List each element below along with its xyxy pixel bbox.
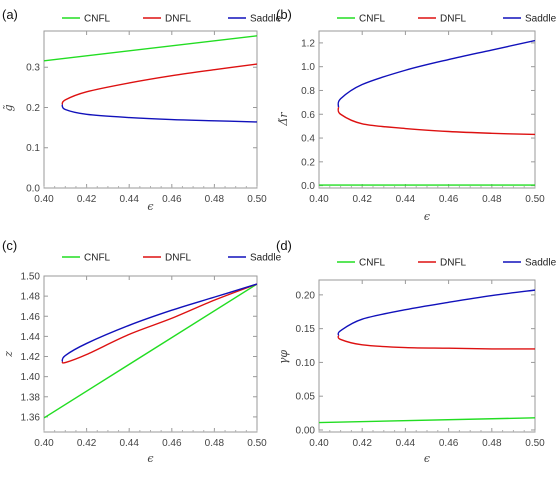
y-tick-label: 1.48 (21, 292, 41, 303)
series-line-dnfl (337, 106, 535, 136)
legend-label-cnfl: CNFL (359, 14, 386, 25)
chart-panel-2: 0.40 0.42 0.44 0.46 0.48 0.50 0.0 0.2 0.4 0.6 0.8 1… (276, 7, 557, 223)
x-tick-label: 0.50 (247, 194, 267, 205)
x-axis-label: ϵ (424, 210, 430, 223)
y-axis-label: γφ (277, 350, 290, 365)
y-tick-label: 1.0 (301, 62, 315, 73)
y-tick-label: 0.0 (301, 181, 315, 192)
series-line-saddle (337, 289, 535, 336)
x-tick-label: 0.44 (396, 438, 416, 449)
x-tick-label: 0.48 (482, 438, 502, 449)
legend-label-dnfl: DNFL (440, 258, 467, 269)
x-tick-label: 0.50 (525, 194, 545, 205)
series-line-cnfl (44, 35, 257, 62)
y-axis-label: z (2, 351, 15, 358)
y-tick-label: 1.44 (21, 332, 41, 343)
x-axis-label: ϵ (424, 452, 430, 465)
legend: CNFL DNFL Saddle (337, 258, 557, 269)
y-axis-label: Δ̃r (277, 112, 290, 127)
legend-label-saddle: Saddle (250, 14, 282, 25)
x-tick-label: 0.40 (309, 194, 329, 205)
series-line-saddle (61, 283, 257, 362)
series-line-cnfl (44, 283, 257, 419)
y-tick-label: 0.20 (296, 290, 316, 301)
chart-panel-4: 0.40 0.42 0.44 0.46 0.48 0.50 0.00 0.05 0.10 0.15… (276, 238, 557, 465)
legend-label-dnfl: DNFL (440, 14, 467, 25)
series-line-dnfl (337, 335, 535, 350)
series-line-dnfl (61, 283, 257, 364)
x-tick-label: 0.44 (119, 194, 139, 205)
x-tick-label: 0.48 (482, 194, 502, 205)
legend: CNFL DNFL Saddle (62, 253, 282, 264)
panel-label: (d) (276, 238, 292, 253)
series-line-saddle (337, 39, 535, 108)
legend: CNFL DNFL Saddle (337, 14, 557, 25)
plot-frame (318, 279, 536, 433)
x-tick-label: 0.42 (352, 438, 372, 449)
y-tick-label: 0.15 (296, 324, 316, 335)
chart-panel-3: 0.40 0.42 0.44 0.46 0.48 0.50 1.36 1.38 1.40 1.42… (2, 238, 282, 465)
series-line-saddle (61, 104, 257, 123)
y-tick-label: 0.05 (296, 392, 316, 403)
x-axis-label: ϵ (147, 452, 153, 465)
y-tick-label: 0.3 (26, 63, 40, 74)
x-tick-label: 0.44 (119, 438, 139, 449)
x-tick-label: 0.48 (205, 438, 225, 449)
legend-label-dnfl: DNFL (165, 14, 192, 25)
legend-label-cnfl: CNFL (84, 14, 111, 25)
x-tick-label: 0.50 (247, 438, 267, 449)
panel-label: (b) (276, 7, 292, 22)
legend-label-saddle: Saddle (525, 258, 557, 269)
legend-label-saddle: Saddle (525, 14, 557, 25)
y-tick-label: 1.50 (21, 272, 41, 283)
legend-label-saddle: Saddle (250, 253, 282, 264)
y-tick-label: 1.38 (21, 392, 41, 403)
x-tick-label: 0.40 (309, 438, 329, 449)
y-tick-label: 0.00 (296, 425, 316, 436)
chart-panel-1: 0.40 0.42 0.44 0.46 0.48 0.50 0.0 0.1 0.2 0.3 CNFL… (2, 7, 282, 213)
y-tick-label: 1.42 (21, 352, 41, 363)
y-tick-label: 1.40 (21, 372, 41, 383)
x-axis-label: ϵ (147, 200, 153, 213)
series-line-cnfl (319, 417, 535, 424)
plot-frame (318, 30, 536, 189)
y-tick-label: 0.6 (301, 110, 315, 121)
series-line-dnfl (61, 63, 257, 106)
x-tick-label: 0.46 (162, 438, 182, 449)
y-tick-label: 0.4 (301, 134, 315, 145)
y-axis-label: g̃ (2, 104, 15, 111)
x-tick-label: 0.40 (34, 194, 54, 205)
y-tick-label: 1.36 (21, 412, 41, 423)
x-tick-label: 0.50 (525, 438, 545, 449)
x-tick-label: 0.42 (77, 438, 97, 449)
plot-frame (43, 275, 258, 433)
x-tick-label: 0.44 (396, 194, 416, 205)
x-tick-label: 0.42 (77, 194, 97, 205)
y-tick-label: 0.0 (26, 184, 40, 195)
y-tick-label: 0.10 (296, 358, 316, 369)
panel-label: (a) (2, 7, 18, 22)
x-tick-label: 0.40 (34, 438, 54, 449)
y-tick-label: 0.2 (301, 157, 315, 168)
legend-label-dnfl: DNFL (165, 253, 192, 264)
y-tick-label: 0.1 (26, 143, 40, 154)
y-tick-label: 1.46 (21, 312, 41, 323)
y-tick-label: 1.2 (301, 38, 315, 49)
y-tick-label: 0.2 (26, 103, 40, 114)
x-tick-label: 0.46 (439, 438, 459, 449)
x-tick-label: 0.46 (439, 194, 459, 205)
legend-label-cnfl: CNFL (84, 253, 111, 264)
legend: CNFL DNFL Saddle (62, 14, 282, 25)
panel-label: (c) (2, 238, 17, 253)
y-tick-label: 0.8 (301, 86, 315, 97)
x-tick-label: 0.46 (162, 194, 182, 205)
x-tick-label: 0.42 (352, 194, 372, 205)
legend-label-cnfl: CNFL (359, 258, 386, 269)
x-tick-label: 0.48 (205, 194, 225, 205)
plot-frame (43, 30, 258, 189)
